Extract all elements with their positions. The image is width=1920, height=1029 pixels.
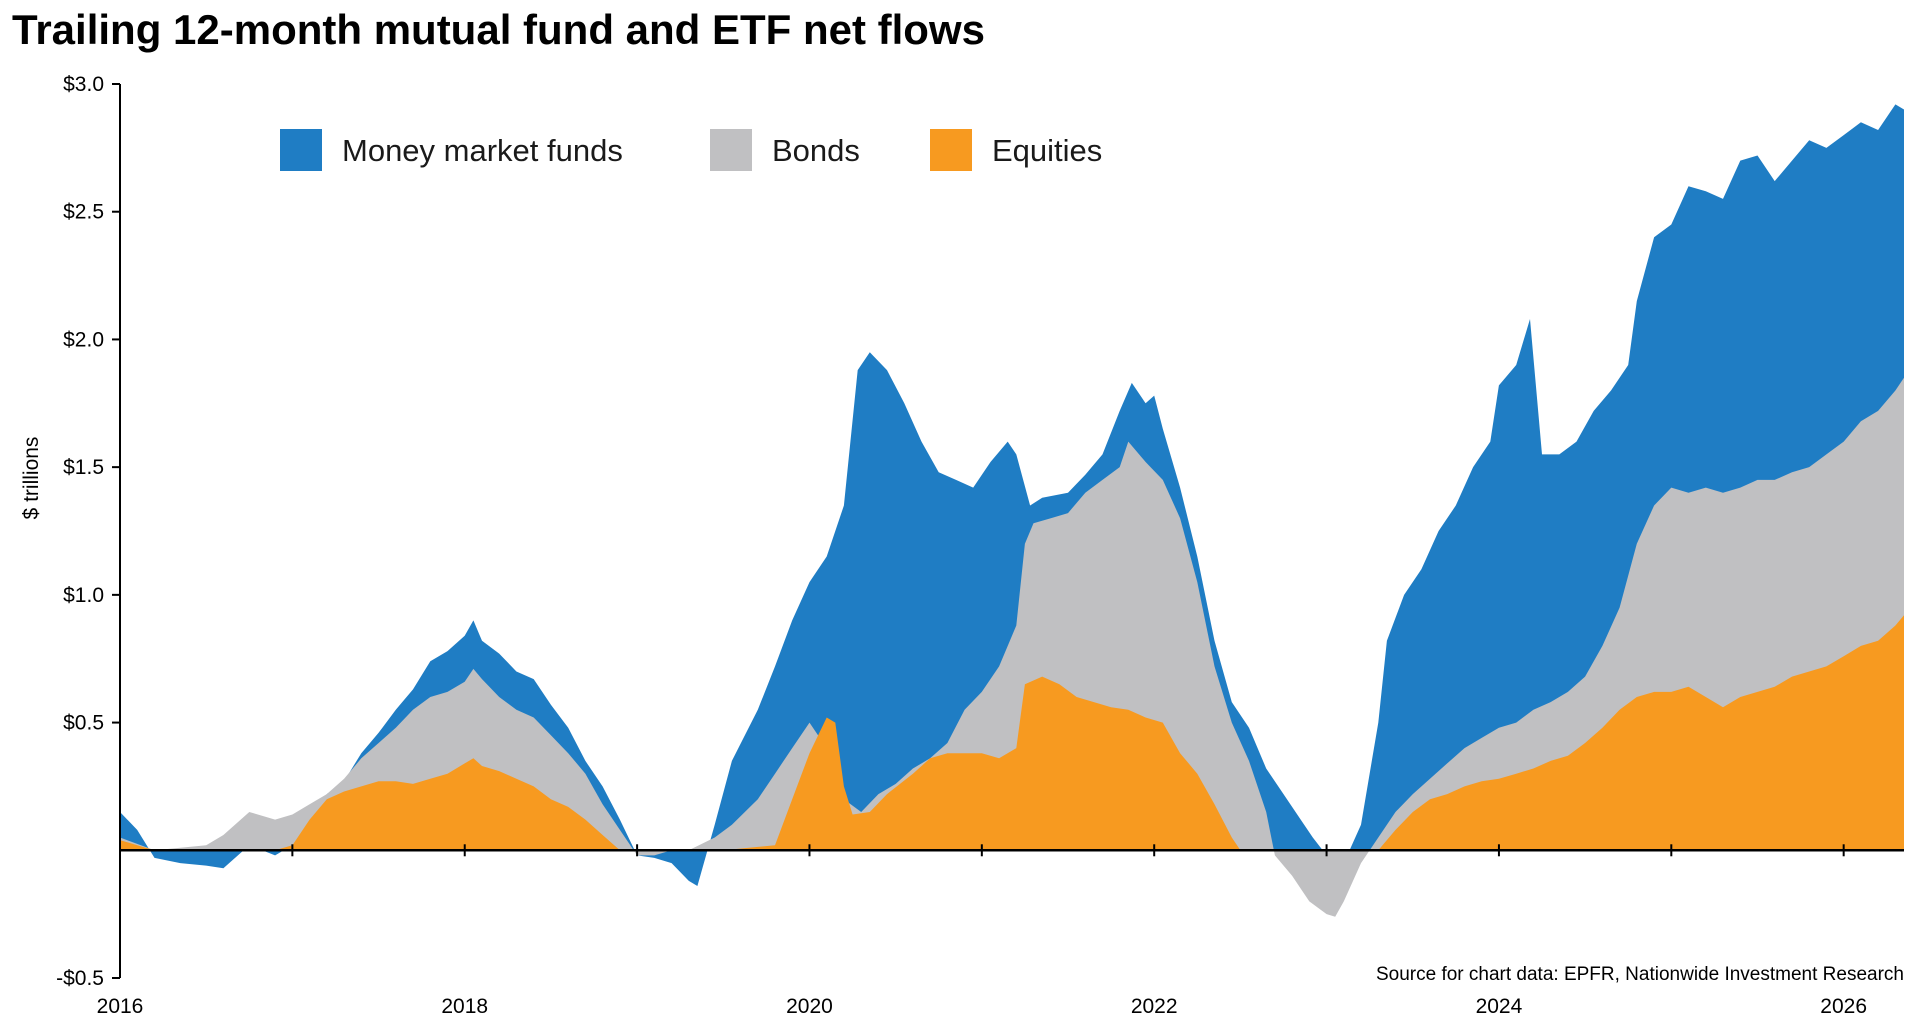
chart-title: Trailing 12-month mutual fund and ETF ne…: [12, 6, 985, 53]
x-tick-label: 2016: [97, 995, 144, 1018]
x-tick-label: 2026: [1820, 995, 1867, 1018]
y-tick-label: $1.5: [63, 456, 104, 479]
chart-axes: -$0.5 $0.5 $1.0 $1.5 $2.0 $2.5 $3.0 2016 2018 202…: [56, 73, 1904, 1018]
y-tick-label: $1.0: [63, 584, 104, 607]
y-axis-title: $ trillions: [20, 437, 43, 520]
chart-areas: [120, 104, 1904, 917]
y-tick-label: $2.5: [63, 201, 104, 224]
x-tick-label: 2018: [441, 995, 488, 1018]
series-area-money-market-funds: [120, 104, 1904, 886]
series-area-equities: [120, 615, 1904, 851]
legend-label-equities: Equities: [992, 133, 1102, 168]
legend-label-bonds: Bonds: [772, 133, 860, 168]
y-tick-label: $0.5: [63, 712, 104, 735]
y-tick-label: -$0.5: [56, 967, 104, 990]
y-tick-label: $3.0: [63, 73, 104, 96]
y-tick-label: $2.0: [63, 328, 104, 351]
chart-legend: Money market funds Bonds Equities: [280, 129, 1102, 171]
legend-swatch-equities: [930, 129, 972, 171]
series-area-bonds: [120, 377, 1904, 917]
x-tick-label: 2024: [1476, 995, 1523, 1018]
x-tick-label: 2022: [1131, 995, 1178, 1018]
legend-label-money-market-funds: Money market funds: [342, 133, 623, 168]
legend-swatch-money-market-funds: [280, 129, 322, 171]
legend-swatch-bonds: [710, 129, 752, 171]
source-note: Source for chart data: EPFR, Nationwide …: [1376, 964, 1904, 985]
x-tick-label: 2020: [786, 995, 833, 1018]
